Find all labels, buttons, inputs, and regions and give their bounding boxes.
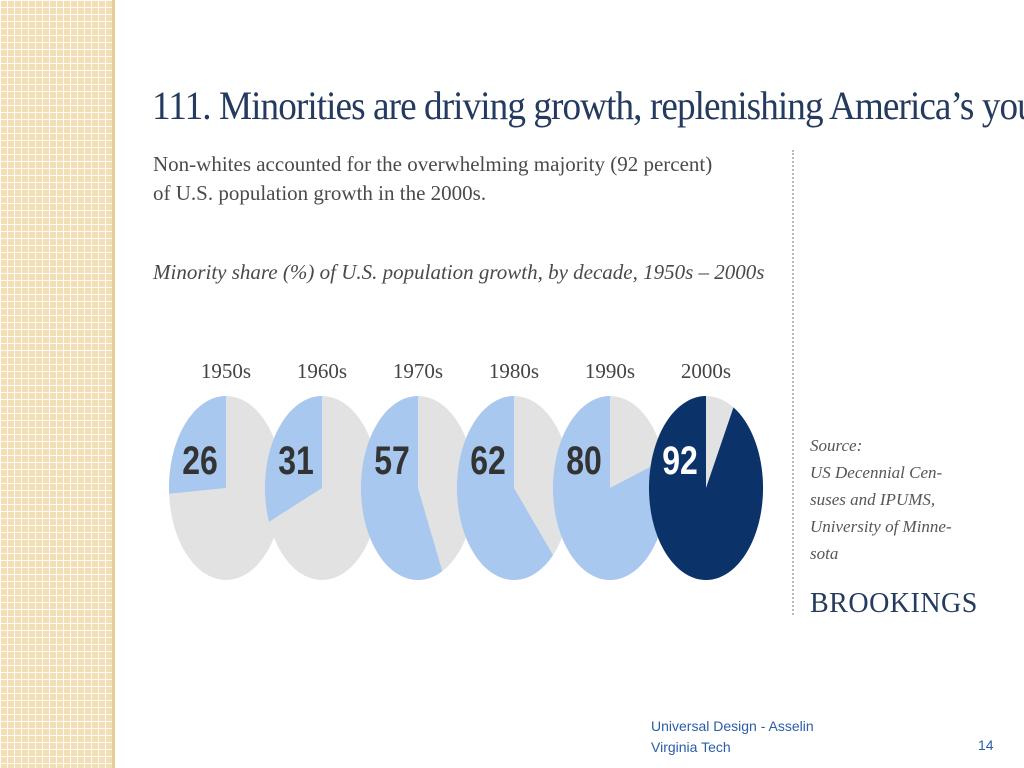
pie-value-label: 62	[470, 438, 506, 483]
pie-minority-slice	[360, 396, 443, 580]
decorative-grid-strip	[0, 0, 112, 768]
pie-1980s: 62 1980s	[456, 359, 572, 580]
footer-credit: Universal Design - Asselin Virginia Tech	[651, 716, 814, 758]
footer-line-2: Virginia Tech	[651, 739, 731, 755]
pie-value-label: 31	[278, 438, 314, 483]
brookings-logo: BROOKINGS	[810, 588, 978, 619]
pie-1950s: 26 1950s	[168, 359, 284, 580]
slide-subtitle: Non-whites accounted for the overwhelmin…	[153, 152, 713, 205]
slide-title: 111. Minorities are driving growth, repl…	[152, 83, 1024, 128]
source-line: University of Minne-	[810, 517, 952, 536]
decade-label: 1960s	[297, 359, 347, 383]
decade-label: 2000s	[681, 359, 731, 383]
source-line: suses and IPUMS,	[810, 490, 936, 509]
source-line: Source:	[810, 436, 863, 455]
decade-label: 1980s	[489, 359, 539, 383]
pie-1970s: 57 1970s	[360, 359, 476, 580]
decade-label: 1950s	[201, 359, 251, 383]
pie-value-label: 92	[662, 438, 698, 483]
pie-1990s: 80 1990s	[552, 359, 668, 580]
slide-number: 14	[978, 737, 994, 753]
source-note: Source: US Decennial Cen- suses and IPUM…	[810, 432, 980, 567]
footer-line-1: Universal Design - Asselin	[651, 718, 814, 734]
decade-label: 1990s	[585, 359, 635, 383]
pie-value-label: 80	[566, 438, 602, 483]
source-line: sota	[810, 544, 839, 563]
minority-share-pie-row: 26 1950s 31 1960s 57 1970s 62 1980s 80 1990s 92 200…	[168, 359, 764, 580]
pie-minority-slice	[168, 396, 226, 494]
pie-1960s: 31 1960s	[264, 359, 380, 580]
pie-minority-slice	[456, 396, 554, 580]
pie-2000s: 92 2000s	[648, 359, 764, 580]
dotted-divider	[792, 150, 794, 615]
pie-value-label: 57	[374, 438, 410, 483]
pie-minority-slice	[648, 396, 764, 580]
pie-value-label: 26	[182, 438, 218, 483]
strip-edge	[112, 0, 115, 768]
chart-title: Minority share (%) of U.S. population gr…	[153, 260, 765, 284]
pie-minority-slice	[264, 396, 322, 522]
source-line: US Decennial Cen-	[810, 463, 943, 482]
decade-label: 1970s	[393, 359, 443, 383]
pie-minority-slice	[552, 396, 668, 580]
